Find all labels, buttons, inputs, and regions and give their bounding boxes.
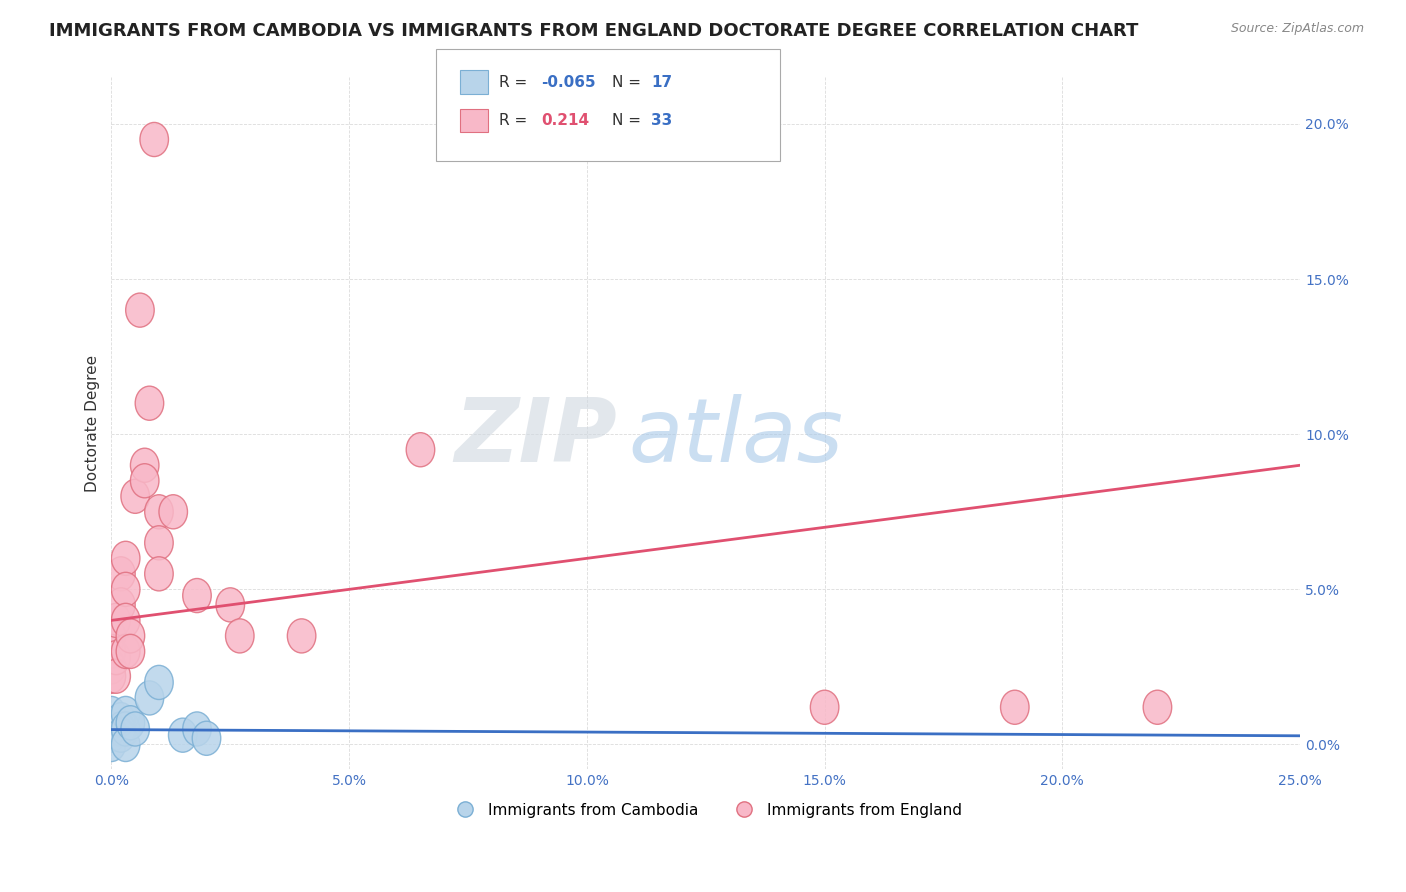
Ellipse shape (121, 479, 149, 513)
Ellipse shape (145, 495, 173, 529)
Ellipse shape (107, 703, 135, 737)
Ellipse shape (225, 619, 254, 653)
Ellipse shape (97, 712, 125, 746)
Y-axis label: Doctorate Degree: Doctorate Degree (86, 355, 100, 491)
Text: -0.065: -0.065 (541, 75, 596, 89)
Ellipse shape (97, 650, 125, 684)
Ellipse shape (193, 722, 221, 756)
Ellipse shape (97, 727, 125, 762)
Ellipse shape (111, 541, 141, 575)
Ellipse shape (111, 727, 141, 762)
Ellipse shape (183, 712, 211, 746)
Text: R =: R = (499, 113, 533, 128)
Ellipse shape (121, 712, 149, 746)
Ellipse shape (810, 690, 839, 724)
Ellipse shape (141, 122, 169, 157)
Ellipse shape (1143, 690, 1171, 724)
Ellipse shape (217, 588, 245, 622)
Legend: Immigrants from Cambodia, Immigrants from England: Immigrants from Cambodia, Immigrants fro… (443, 797, 967, 824)
Ellipse shape (101, 640, 131, 674)
Ellipse shape (117, 634, 145, 668)
Text: 33: 33 (651, 113, 672, 128)
Ellipse shape (97, 619, 125, 653)
Text: R =: R = (499, 75, 533, 89)
Ellipse shape (111, 573, 141, 607)
Ellipse shape (287, 619, 316, 653)
Text: Source: ZipAtlas.com: Source: ZipAtlas.com (1230, 22, 1364, 36)
Ellipse shape (125, 293, 155, 327)
Ellipse shape (111, 634, 141, 668)
Ellipse shape (159, 495, 187, 529)
Text: 0.214: 0.214 (541, 113, 589, 128)
Ellipse shape (169, 718, 197, 752)
Ellipse shape (101, 603, 131, 638)
Text: ZIP: ZIP (454, 393, 617, 481)
Ellipse shape (111, 603, 141, 638)
Text: atlas: atlas (628, 394, 844, 480)
Ellipse shape (97, 697, 125, 731)
Ellipse shape (117, 619, 145, 653)
Ellipse shape (145, 525, 173, 560)
Ellipse shape (111, 712, 141, 746)
Text: N =: N = (612, 113, 645, 128)
Ellipse shape (111, 697, 141, 731)
Ellipse shape (107, 557, 135, 591)
Ellipse shape (145, 557, 173, 591)
Ellipse shape (1001, 690, 1029, 724)
Ellipse shape (183, 579, 211, 613)
Ellipse shape (107, 588, 135, 622)
Ellipse shape (97, 718, 125, 752)
Ellipse shape (107, 718, 135, 752)
Text: IMMIGRANTS FROM CAMBODIA VS IMMIGRANTS FROM ENGLAND DOCTORATE DEGREE CORRELATION: IMMIGRANTS FROM CAMBODIA VS IMMIGRANTS F… (49, 22, 1139, 40)
Ellipse shape (135, 681, 163, 715)
Text: N =: N = (612, 75, 645, 89)
Ellipse shape (145, 665, 173, 699)
Ellipse shape (97, 659, 125, 693)
Ellipse shape (406, 433, 434, 467)
Ellipse shape (97, 634, 125, 668)
Ellipse shape (117, 706, 145, 739)
Ellipse shape (107, 712, 135, 746)
Ellipse shape (135, 386, 163, 420)
Ellipse shape (131, 464, 159, 498)
Ellipse shape (131, 448, 159, 483)
Text: 17: 17 (651, 75, 672, 89)
Ellipse shape (101, 659, 131, 693)
